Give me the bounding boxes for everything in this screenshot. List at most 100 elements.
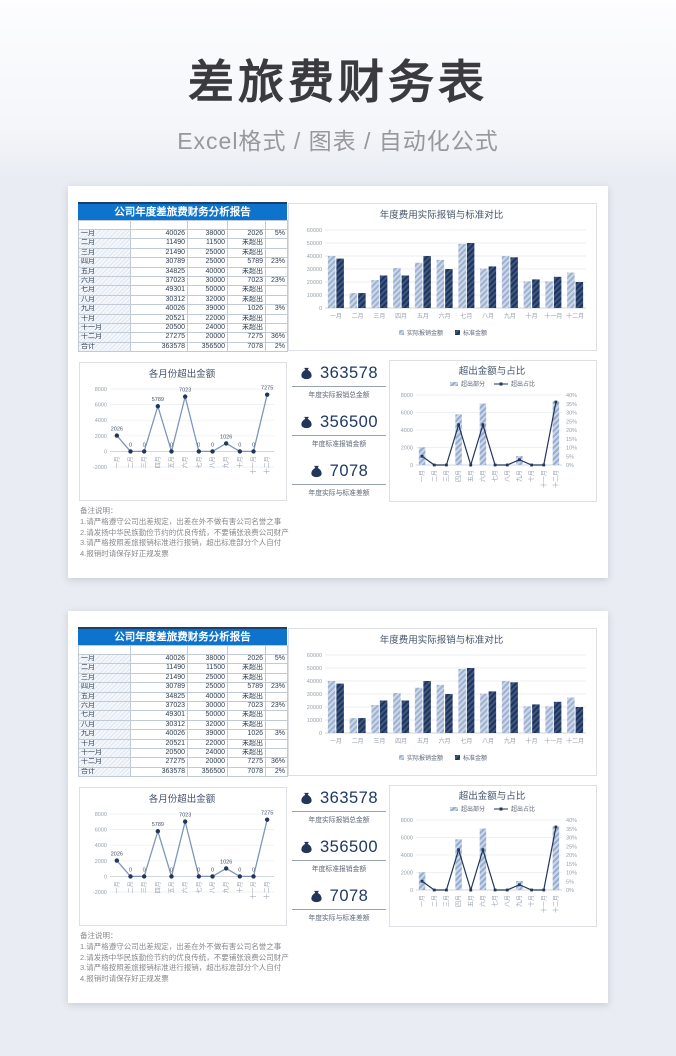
svg-text:八月: 八月 (504, 470, 511, 482)
svg-text:6000: 6000 (401, 836, 413, 842)
table-cell: 七月 (78, 710, 131, 721)
kpi-label: 年度标准报销金额 (292, 435, 386, 448)
table-row: 一月 40026 38000 2026 5% (78, 228, 288, 240)
note-line: 2.请发扬中华民族勤俭节约的优良传统，不要铺张浪费公司财产 (80, 527, 289, 537)
svg-text:超出占比: 超出占比 (511, 380, 535, 388)
svg-text:标准金额: 标准金额 (463, 754, 487, 762)
svg-text:0%: 0% (566, 463, 574, 469)
svg-text:八月: 八月 (482, 738, 494, 745)
table-row: 五月 34825 40000 未超出 (78, 266, 288, 278)
marker (505, 888, 509, 892)
svg-text:10%: 10% (566, 446, 577, 452)
table-cell: 六月 (78, 276, 131, 287)
svg-text:二月: 二月 (431, 895, 438, 907)
svg-text:五月: 五月 (468, 895, 475, 907)
table-cell: 25000 (187, 682, 228, 693)
svg-text:0: 0 (211, 442, 214, 448)
svg-text:十二月: 十二月 (263, 881, 271, 899)
svg-text:四月: 四月 (395, 738, 407, 745)
bar (455, 414, 462, 465)
svg-text:超出部分: 超出部分 (461, 380, 485, 388)
table-cell: 49301 (130, 710, 188, 721)
line-series (116, 394, 268, 454)
svg-text:九月: 九月 (515, 470, 523, 482)
svg-text:2026: 2026 (111, 427, 123, 433)
table-cell: 50000 (187, 710, 228, 721)
svg-text:0: 0 (319, 306, 322, 312)
bar (445, 694, 453, 733)
table-cell: 11490 (130, 238, 188, 249)
table-header-cell (265, 645, 288, 655)
svg-text:六月: 六月 (479, 895, 487, 907)
bar (545, 281, 553, 308)
annual-comparison-panel: 年度费用实际报销与标准对比 0 10000 20000 30000 40000 50000 6… (288, 203, 597, 351)
table-cell: 十一月 (78, 323, 131, 334)
svg-text:七月: 七月 (195, 456, 203, 468)
svg-text:2000: 2000 (95, 434, 107, 440)
marker (169, 874, 174, 879)
svg-text:0: 0 (104, 449, 107, 455)
marker (169, 449, 174, 454)
marker (445, 463, 448, 467)
table-header-cell (78, 220, 131, 230)
svg-text:30000: 30000 (307, 692, 322, 698)
table-row: 四月 30789 25000 5789 23% (78, 257, 288, 268)
monthly-excess-line-chart: 各月份超出金额 8000 6000 4000 2000 0 -2000 2026 一月 0 二月 0 三… (93, 793, 274, 899)
bar (379, 275, 388, 308)
svg-text:十二月: 十二月 (566, 737, 584, 745)
table-cell: 未超出 (227, 285, 266, 296)
svg-text:0: 0 (170, 867, 173, 873)
table-cell (265, 323, 288, 334)
marker (481, 848, 485, 852)
table-cell: 7078 (227, 341, 266, 353)
table-cell: 5% (265, 228, 288, 240)
expense-table: 一月 40026 38000 2026 5% 二月 11490 11500 未超出 三月 21490… (78, 645, 288, 778)
table-cell: 未超出 (227, 238, 266, 249)
table-cell: 40026 (130, 653, 188, 665)
svg-text:十一月: 十一月 (250, 881, 258, 899)
svg-text:五月: 五月 (169, 456, 176, 468)
svg-text:8000: 8000 (95, 812, 107, 818)
svg-text:0: 0 (238, 442, 241, 448)
table-cell: 25000 (187, 672, 228, 684)
svg-text:0: 0 (143, 867, 146, 873)
marker (264, 817, 270, 822)
table-cell: 22000 (187, 738, 228, 750)
table-cell: 32000 (187, 294, 228, 306)
table-cell: 2026 (227, 653, 266, 665)
bar (510, 257, 518, 308)
table-row: 九月 40026 39000 1026 3% (78, 304, 288, 315)
table-row: 二月 11490 11500 未超出 (78, 238, 288, 249)
table-cell: 5789 (227, 257, 266, 268)
table-cell (265, 238, 288, 249)
bar (552, 401, 560, 465)
table-cell: 未超出 (227, 323, 266, 334)
table-cell: 未超出 (227, 748, 266, 759)
table-cell: 二月 (78, 238, 131, 249)
svg-text:六月: 六月 (439, 312, 451, 320)
svg-text:七月: 七月 (460, 312, 472, 320)
table-cell: 未超出 (227, 691, 266, 703)
svg-text:4000: 4000 (95, 418, 107, 424)
table-cell (265, 719, 288, 731)
bar (423, 256, 431, 308)
kpi-value: 7078 (329, 887, 369, 905)
bar (488, 691, 497, 733)
svg-text:五月: 五月 (169, 881, 176, 893)
marker (518, 458, 521, 462)
table-cell: 3% (265, 304, 288, 315)
table-cell: 23% (265, 276, 288, 287)
bar (401, 275, 410, 308)
marker (196, 449, 202, 454)
svg-text:4000: 4000 (95, 843, 107, 849)
svg-text:10000: 10000 (307, 293, 322, 299)
table-cell: 未超出 (227, 313, 266, 325)
notes-title: 备注说明： (80, 931, 118, 940)
table-cell (265, 663, 288, 674)
svg-text:25%: 25% (566, 419, 577, 425)
kpi-value: 363578 (319, 364, 379, 382)
svg-text:十一月: 十一月 (540, 895, 548, 913)
table-header-cell (187, 645, 228, 655)
svg-text:九月: 九月 (222, 456, 230, 468)
money-bag-icon (301, 841, 312, 854)
